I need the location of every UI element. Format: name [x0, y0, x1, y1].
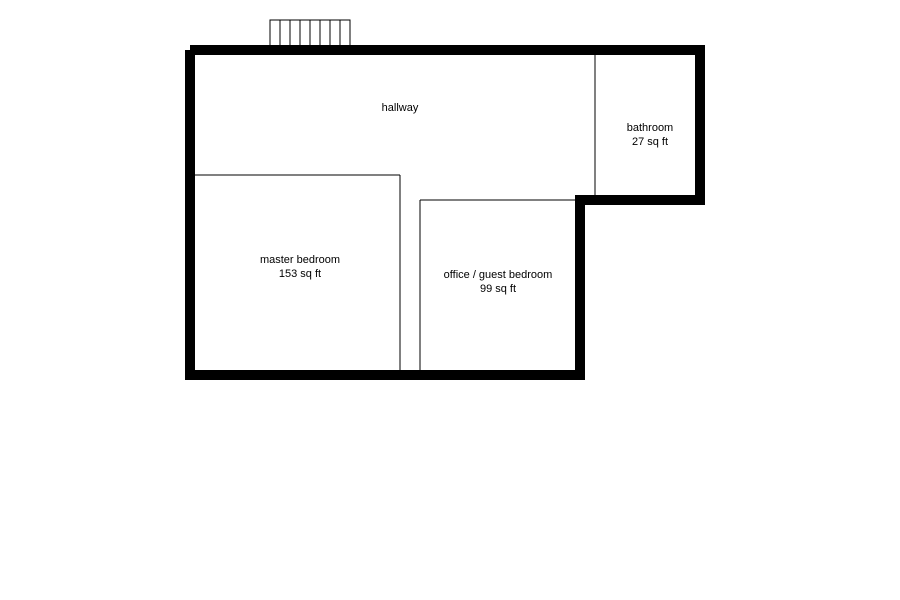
room-sublabel-office: 99 sq ft	[480, 283, 516, 295]
room-label-master_bedroom: master bedroom	[260, 254, 340, 266]
room-sublabel-master_bedroom: 153 sq ft	[279, 268, 321, 280]
room-label-office: office / guest bedroom	[444, 269, 553, 281]
floorplan: hallway bathroom 27 sq ft master bedroom 153…	[0, 0, 900, 600]
outer-wall	[190, 50, 700, 375]
room-label-hallway: hallway	[382, 102, 419, 114]
room-label-bathroom: bathroom	[627, 122, 673, 134]
room-sublabel-bathroom: 27 sq ft	[632, 136, 668, 148]
